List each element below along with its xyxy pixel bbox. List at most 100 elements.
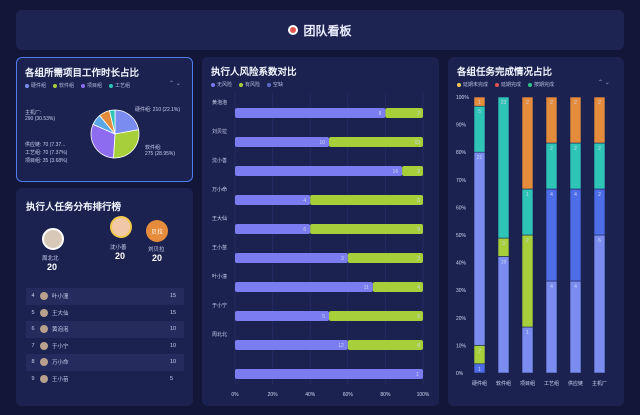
y-tick-label: 沈小善	[212, 157, 227, 164]
x-tick-label: 主机厂	[592, 380, 607, 387]
pie-label: 290 (30.53%)	[25, 116, 56, 122]
pie-panel: 各组所需项目工作时长占比 硬件组 软件组 项目组 工艺组 ⌃ ⌄ 硬件组: 210 (…	[16, 57, 193, 182]
avatar	[40, 374, 48, 383]
data-label: 1	[526, 330, 529, 336]
y-tick-label: 刘贝拉	[212, 128, 227, 135]
y-tick-label: 30%	[456, 288, 467, 294]
bar-segment	[521, 234, 534, 328]
task-title: 各组任务完成情况占比	[457, 67, 553, 78]
task-count: 15	[170, 293, 177, 300]
x-tick-label: 80%	[380, 392, 391, 398]
member-name: 于小宁	[52, 343, 69, 350]
pie-label: 供应链: 70 (7.37...	[25, 142, 66, 148]
data-label: 4	[574, 284, 577, 290]
y-tick-label: 周北北	[212, 331, 227, 338]
member-name: 叶小潼	[52, 294, 69, 301]
bar-segment	[569, 280, 582, 374]
bar-segment	[545, 188, 558, 282]
avatar: 贝拉	[146, 220, 168, 242]
y-tick-label: 黄泡泡	[212, 99, 227, 106]
bar-segment	[235, 108, 386, 118]
x-tick-label: 供应链	[568, 380, 583, 387]
bar-segment	[235, 253, 348, 263]
pie-slice	[112, 129, 140, 159]
member-name: 王小苗	[52, 376, 69, 383]
list-item[interactable]: 7 于小宁 10	[26, 338, 184, 355]
bar-segment	[593, 234, 606, 374]
data-label: 4	[303, 198, 306, 204]
data-label: 8	[379, 111, 382, 117]
pie-slice	[109, 109, 116, 135]
bar-segment	[473, 96, 486, 107]
data-label: 2	[417, 256, 420, 262]
podium: 周北北 20 沈小善 20 贝拉 刘贝拉 20	[16, 216, 193, 274]
legend-pager[interactable]: ⌃ ⌄	[169, 81, 181, 87]
data-label: 1	[478, 367, 481, 373]
avatar	[40, 292, 48, 301]
bar-segment	[235, 282, 373, 292]
bar-segment	[235, 340, 348, 350]
data-label: 2	[526, 100, 529, 106]
member-name: 万小命	[52, 360, 69, 367]
rank-number: 7	[31, 342, 35, 349]
list-item[interactable]: 4 叶小潼 15	[26, 288, 184, 305]
bar-segment	[402, 166, 423, 176]
data-label: 1	[526, 192, 529, 198]
data-label: 21	[477, 155, 483, 161]
data-label: 3	[341, 256, 344, 262]
bar-segment	[235, 166, 403, 176]
x-tick-label: 40%	[305, 392, 316, 398]
data-label: 10	[319, 140, 325, 146]
bar-segment	[569, 188, 582, 282]
pie-label: 工艺组: 70 (7.37%)	[25, 150, 68, 156]
y-tick-label: 20%	[456, 316, 467, 322]
y-tick-label: 于小宁	[212, 302, 227, 309]
y-tick-label: 50%	[456, 233, 467, 239]
task-panel: 各组任务完成情况占比 延期未完成 延期完成 按期完成 ⌃ ⌄ 100% 90% 80% 7…	[448, 57, 624, 406]
data-label: 2	[598, 100, 601, 106]
list-item[interactable]: 5 王大仙 15	[26, 305, 184, 322]
data-label: 2	[526, 238, 529, 244]
data-label: 6	[598, 238, 601, 244]
data-label: 5	[322, 314, 325, 320]
target-icon	[288, 25, 299, 35]
data-label: 9	[417, 227, 420, 233]
list-item[interactable]: 6 黄泡泡 10	[26, 321, 184, 338]
x-tick-label: 0%	[231, 392, 239, 398]
data-label: 4	[417, 285, 420, 291]
avatar	[40, 308, 48, 317]
bar-segment	[497, 96, 510, 239]
y-tick-label: 10%	[456, 343, 467, 349]
x-tick-label: 项目组	[520, 380, 535, 387]
y-tick-label: 王大仙	[212, 215, 227, 222]
data-label: 2	[598, 146, 601, 152]
pie-label: 软件组:	[145, 145, 162, 151]
data-label: 11	[364, 285, 369, 291]
data-label: 12	[338, 343, 344, 349]
bar-segment	[310, 195, 423, 205]
avatar	[40, 341, 48, 350]
bar-segment	[521, 96, 534, 190]
list-item[interactable]: 9 王小苗 5	[26, 371, 184, 388]
rank-panel: 执行人任务分布排行榜 周北北 20 沈小善 20 贝拉 刘贝拉 20 4 叶小潼 1…	[16, 188, 193, 406]
data-label: 2	[574, 100, 577, 106]
x-tick-label: 60%	[343, 392, 354, 398]
data-label: 5	[417, 314, 420, 320]
bar-segment	[545, 280, 558, 374]
data-label: 2	[478, 348, 481, 354]
x-tick-label: 硬件组	[472, 380, 487, 387]
y-tick-label: 70%	[456, 178, 467, 184]
pie-slice	[90, 123, 116, 159]
x-tick-label: 工艺组	[544, 380, 559, 387]
bar-segment	[235, 311, 329, 321]
legend-pager[interactable]: ⌃ ⌄	[598, 80, 610, 86]
data-label: 5	[478, 109, 481, 115]
data-label: 19	[501, 259, 507, 265]
list-item[interactable]: 8 万小命 10	[26, 354, 184, 371]
y-tick-label: 叶小潼	[212, 273, 227, 280]
data-label: 2	[550, 100, 553, 106]
risk-legend: 无风险 有风险 空缺	[211, 81, 283, 88]
y-tick-label: 0%	[456, 371, 464, 377]
data-label: 3	[502, 241, 505, 247]
data-label: 6	[303, 227, 306, 233]
